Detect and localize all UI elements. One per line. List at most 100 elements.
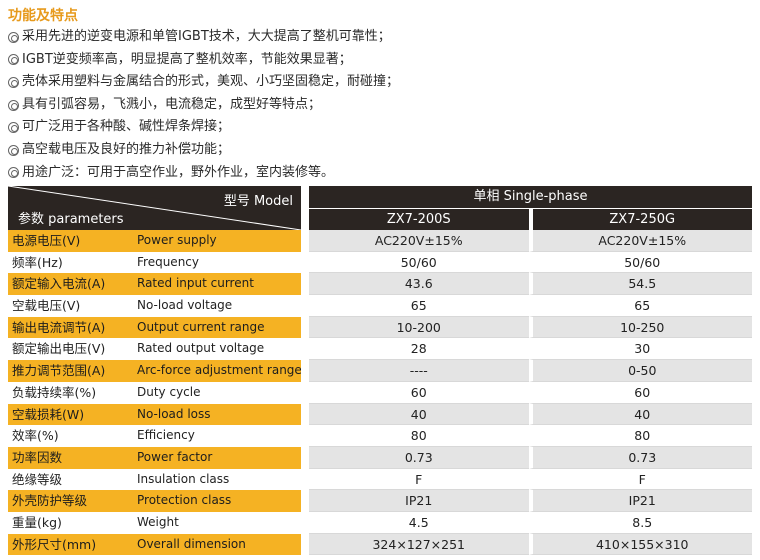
value-zx7-250g: 80 [528,425,752,447]
feature-item: 壳体采用塑料与金属结合的形式，美观、小巧坚固稳定，耐碰撞； [8,71,752,94]
bullet-circle-icon [8,76,19,88]
feature-item: 高空载电压及良好的推力补偿功能； [8,139,752,162]
bullet-circle-icon [8,54,19,66]
value-zx7-250g: 40 [528,403,752,426]
param-name-cn: 效率(%) [8,425,133,447]
param-name-cn: 电源电压(V) [8,230,133,252]
param-name-en: Weight [133,511,301,534]
spec-table: 型号 Model 参数 parameters 单相 Single-phase Z… [8,186,752,556]
value-zx7-200s: 43.6 [309,273,529,296]
table-row: 空载损耗(W) No-load loss 40 40 [8,403,752,426]
param-name-en: Protection class [133,490,301,512]
param-name-cn: 输出电流调节(A) [8,316,133,339]
param-name-en: Overall dimension [133,533,301,556]
features-section: 功能及特点 采用先进的逆变电源和单管IGBT技术，大大提高了整机可靠性； IGBT… [8,6,752,184]
bullet-circle-icon [8,99,19,111]
param-name-en: Rated input current [133,273,301,296]
table-row: 空载电压(V) No-load voltage 65 65 [8,295,752,317]
value-zx7-200s: 60 [309,381,529,404]
param-name-en: Power supply [133,230,301,252]
param-name-cn: 频率(Hz) [8,251,133,274]
table-row: 功率因数 Power factor 0.73 0.73 [8,446,752,469]
param-name-en: Rated output voltage [133,338,301,361]
param-name-cn: 重量(kg) [8,511,133,534]
feature-text: 具有引弧容易，飞溅小，电流稳定，成型好等特点； [22,96,322,112]
param-name-cn: 功率因数 [8,446,133,469]
param-name-cn: 空载损耗(W) [8,403,133,426]
table-row: 输出电流调节(A) Output current range 10-200 10-25… [8,316,752,339]
value-zx7-250g: 0-50 [528,360,752,382]
feature-text: 采用先进的逆变电源和单管IGBT技术，大大提高了整机可靠性； [22,29,391,44]
table-row: 外形尺寸(mm) Overall dimension 324×127×251 410×… [8,533,752,556]
value-zx7-200s: ---- [309,360,529,382]
features-title: 功能及特点 [8,8,78,24]
param-name-cn: 外壳防护等级 [8,490,133,512]
param-name-en: Frequency [133,251,301,274]
table-row: 频率(Hz) Frequency 50/60 50/60 [8,251,752,274]
value-zx7-250g: 10-250 [528,316,752,339]
param-name-en: Insulation class [133,468,301,491]
features-list: 采用先进的逆变电源和单管IGBT技术，大大提高了整机可靠性； IGBT逆变频率高，… [8,26,752,184]
bullet-circle-icon [8,167,19,179]
table-row: 外壳防护等级 Protection class IP21 IP21 [8,490,752,512]
feature-text: 高空载电压及良好的推力补偿功能； [22,141,231,157]
value-zx7-200s: 0.73 [309,446,529,469]
value-zx7-250g: F [528,468,752,491]
param-name-cn: 负载持续率(%) [8,381,133,404]
value-zx7-250g: 410×155×310 [528,533,752,556]
param-name-cn: 额定输出电压(V) [8,338,133,361]
value-zx7-200s: 10-200 [309,316,529,339]
value-zx7-250g: 8.5 [528,511,752,534]
value-zx7-200s: 80 [309,425,529,447]
table-row: 额定输入电流(A) Rated input current 43.6 54.5 [8,273,752,296]
param-name-en: Duty cycle [133,381,301,404]
value-zx7-200s: AC220V±15% [309,230,529,252]
value-zx7-250g: 54.5 [528,273,752,296]
bullet-circle-icon [8,31,19,43]
param-name-en: No-load voltage [133,295,301,317]
model-header-zx7-200s: ZX7-200S [309,209,529,230]
table-row: 额定输出电压(V) Rated output voltage 28 30 [8,338,752,361]
value-zx7-200s: 65 [309,295,529,317]
table-header: 型号 Model 参数 parameters 单相 Single-phase Z… [8,186,752,230]
param-name-cn: 空载电压(V) [8,295,133,317]
table-row: 负载持续率(%) Duty cycle 60 60 [8,381,752,404]
feature-item: 用途广泛：可用于高空作业，野外作业，室内装修等。 [8,162,752,185]
feature-item: 具有引弧容易，飞溅小，电流稳定，成型好等特点； [8,94,752,117]
feature-text: 壳体采用塑料与金属结合的形式，美观、小巧坚固稳定，耐碰撞； [22,74,400,90]
diagonal-divider-icon [8,186,301,230]
model-header-zx7-250g: ZX7-250G [528,209,752,230]
value-zx7-200s: 28 [309,338,529,361]
table-row: 效率(%) Efficiency 80 80 [8,425,752,447]
value-zx7-250g: 50/60 [528,251,752,274]
param-name-cn: 绝缘等级 [8,468,133,491]
param-name-en: Efficiency [133,425,301,447]
phase-header: 单相 Single-phase [309,186,752,208]
value-zx7-250g: 0.73 [528,446,752,469]
value-zx7-250g: IP21 [528,490,752,512]
parameters-label: 参数 parameters [18,212,124,227]
bullet-circle-icon [8,122,19,134]
param-name-en: Output current range [133,316,301,339]
model-label: 型号 Model [223,194,293,209]
param-name-cn: 推力调节范围(A) [8,360,133,382]
value-zx7-250g: 65 [528,295,752,317]
value-zx7-200s: IP21 [309,490,529,512]
value-zx7-200s: 40 [309,403,529,426]
table-row: 重量(kg) Weight 4.5 8.5 [8,511,752,534]
feature-text: 用途广泛：可用于高空作业，野外作业，室内装修等。 [22,164,335,180]
param-name-cn: 额定输入电流(A) [8,273,133,296]
param-name-en: No-load loss [133,403,301,426]
table-row: 绝缘等级 Insulation class F F [8,468,752,491]
table-row: 电源电压(V) Power supply AC220V±15% AC220V±15% [8,230,752,252]
feature-item: 可广泛用于各种酸、碱性焊条焊接； [8,116,752,139]
value-zx7-200s: 4.5 [309,511,529,534]
table-row: 推力调节范围(A) Arc-force adjustment range ---- 0… [8,360,752,382]
feature-text: 可广泛用于各种酸、碱性焊条焊接； [22,119,231,135]
feature-item: IGBT逆变频率高，明显提高了整机效率，节能效果显著； [8,49,752,72]
value-zx7-200s: F [309,468,529,491]
feature-item: 采用先进的逆变电源和单管IGBT技术，大大提高了整机可靠性； [8,26,752,49]
header-corner-cell: 型号 Model 参数 parameters [8,186,301,230]
param-name-en: Arc-force adjustment range [133,360,301,382]
param-name-cn: 外形尺寸(mm) [8,533,133,556]
